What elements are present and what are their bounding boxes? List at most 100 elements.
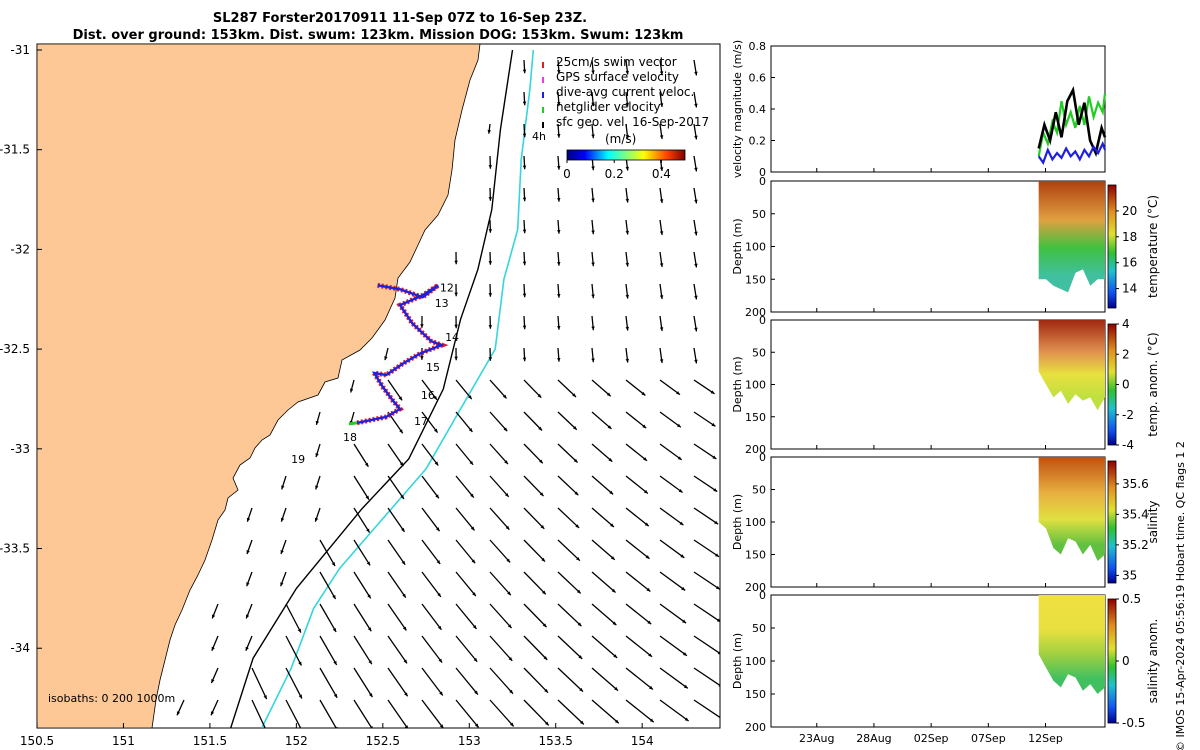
y-tick-label: 0: [759, 314, 766, 327]
vector-head: [384, 356, 388, 361]
vector-head: [682, 652, 687, 656]
track-day-label: 17: [414, 415, 428, 428]
vector-head: [625, 166, 630, 171]
vector-head: [454, 356, 458, 361]
vector-head: [488, 261, 493, 265]
vector-head: [509, 689, 513, 694]
vector-head: [367, 594, 371, 599]
vector-shaft: [693, 667, 720, 687]
vector-head: [471, 559, 476, 564]
vector-shaft: [455, 635, 478, 663]
vector-shaft: [285, 667, 303, 699]
vector-head: [625, 70, 630, 75]
vector-shaft: [557, 603, 582, 627]
vector-shaft: [387, 699, 409, 728]
legend-scale-label: 4h: [532, 130, 546, 143]
vector-head: [488, 357, 493, 361]
vector-head: [522, 197, 527, 202]
vector-shaft: [591, 667, 619, 692]
y-tick-label: 0: [759, 451, 766, 464]
y-tick-label: 0.8: [749, 40, 767, 53]
vector-shaft: [387, 443, 404, 467]
vector-head: [454, 324, 458, 329]
y-tick-label: 100: [745, 241, 766, 254]
vector-shaft: [421, 443, 439, 466]
track-day-label: 13: [435, 297, 449, 310]
vector-head: [648, 653, 653, 657]
vector-head: [574, 491, 579, 496]
vector-shaft: [353, 443, 369, 468]
vector-shaft: [455, 667, 479, 695]
vector-shaft: [387, 379, 403, 401]
vector-head: [557, 69, 561, 74]
vector-head: [716, 618, 720, 622]
vector-head: [625, 326, 630, 331]
vector-shaft: [489, 635, 513, 662]
vector-shaft: [523, 635, 548, 661]
vector-head: [297, 628, 301, 633]
vector-shaft: [523, 507, 545, 530]
heatmap-profile: [1038, 320, 1105, 411]
vector-head: [557, 197, 561, 202]
vector-head: [470, 526, 475, 531]
vector-shaft: [557, 379, 577, 398]
vector-head: [543, 656, 548, 660]
vector-head: [591, 230, 595, 235]
vector-head: [677, 456, 682, 460]
vector-head: [435, 527, 440, 532]
vector-head: [437, 625, 442, 630]
vector-head: [659, 295, 664, 300]
vector-head: [576, 556, 580, 561]
vector-head: [557, 357, 561, 362]
vector-shaft: [285, 603, 302, 633]
vector-head: [591, 358, 595, 363]
vector-head: [607, 425, 612, 429]
vector-shaft: [489, 699, 515, 727]
track-day-label: 18: [343, 431, 357, 444]
vector-head: [714, 520, 719, 525]
colorbar-tick-label: 16: [1122, 256, 1137, 270]
colorbar: [1107, 598, 1117, 724]
vector-head: [211, 614, 216, 619]
colorbar: [1107, 323, 1117, 446]
vector-shaft: [625, 507, 650, 527]
vector-head: [694, 199, 698, 204]
vector-head: [579, 720, 584, 725]
vector-shaft: [693, 475, 718, 493]
vector-shaft: [387, 667, 409, 697]
vector-head: [610, 523, 614, 528]
vector-head: [420, 324, 424, 328]
vector-head: [502, 394, 507, 399]
vector-head: [694, 263, 698, 268]
vector-head: [712, 455, 717, 459]
vector-shaft: [625, 667, 654, 690]
vector-head: [488, 325, 493, 329]
vector-shaft: [353, 539, 371, 566]
y-axis-label: velocity magnitude (m/s): [731, 40, 744, 178]
vector-shaft: [251, 667, 268, 700]
vector-head: [470, 493, 474, 498]
vector-head: [454, 292, 458, 297]
vector-shaft: [455, 475, 475, 499]
map-x-tick-label: 152: [285, 734, 308, 748]
vector-shaft: [319, 539, 336, 567]
vector-head: [614, 719, 619, 724]
vector-head: [591, 198, 595, 203]
track-day-label: 19: [291, 453, 305, 466]
vector-head: [545, 721, 549, 726]
vector-shaft: [625, 539, 650, 560]
vector-head: [613, 654, 618, 658]
y-axis-label: Depth (m): [731, 494, 744, 550]
y-tick-label: 50: [752, 484, 766, 497]
vector-shaft: [489, 603, 513, 629]
isobath-1000m-line: [261, 49, 535, 728]
vector-shaft: [353, 507, 371, 533]
vector-shaft: [523, 443, 544, 464]
vector-head: [333, 660, 337, 665]
vector-head: [280, 550, 284, 554]
vector-head: [332, 627, 337, 632]
panel-3: 0 50 100 150 200 Depth (m) -4 -2 0 2 4 temp. anom. …: [731, 314, 1160, 456]
y-tick-label: 150: [745, 688, 766, 701]
vector-head: [507, 591, 511, 596]
vector-head: [369, 726, 373, 728]
